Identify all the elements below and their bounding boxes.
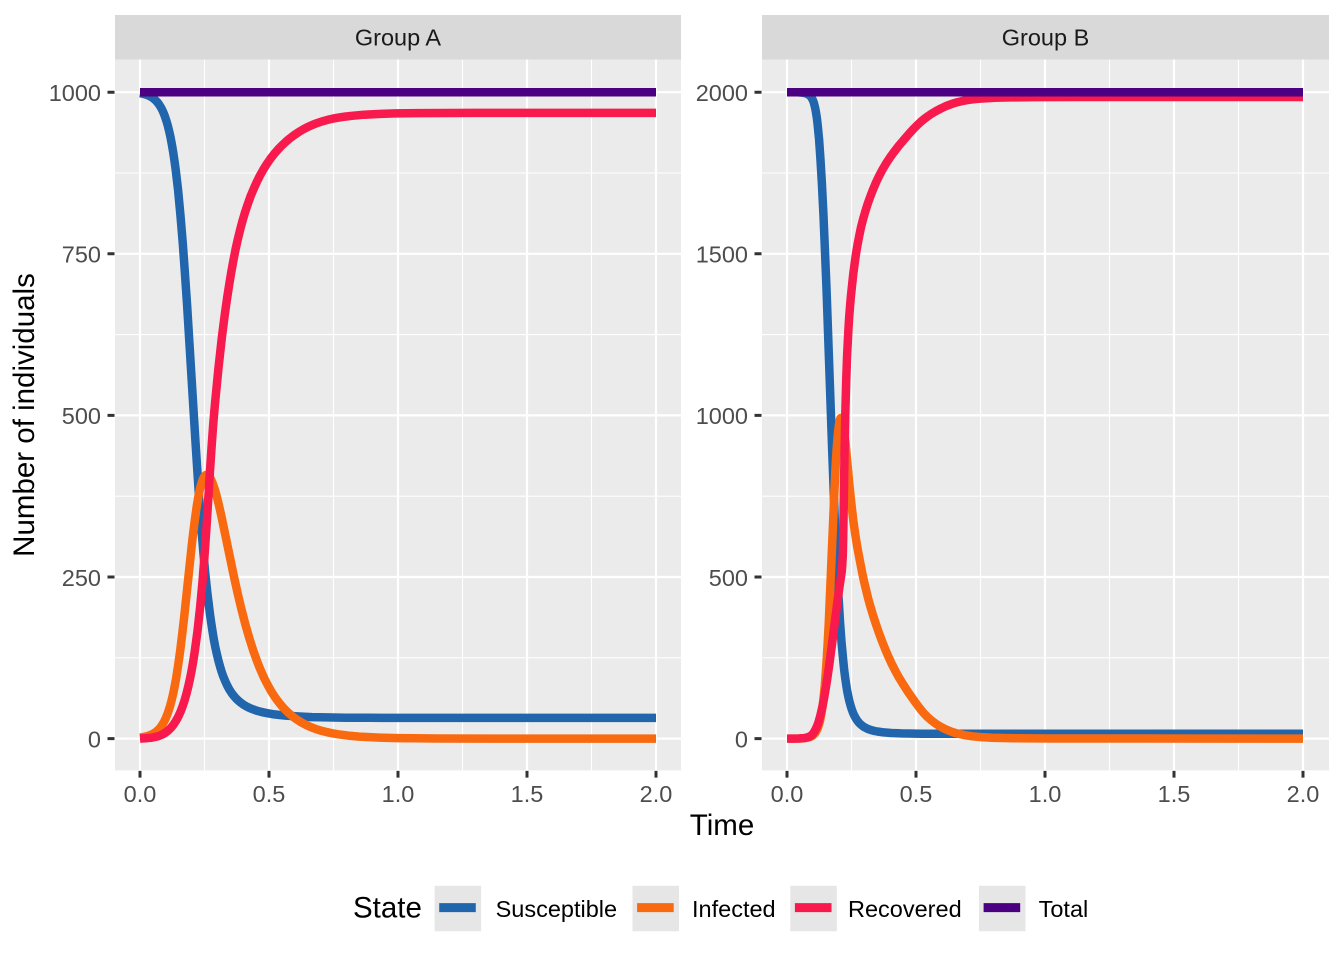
svg-text:0: 0 [88,726,101,752]
svg-text:750: 750 [62,242,101,268]
svg-text:Number of individuals: Number of individuals [8,273,41,557]
svg-text:State: State [353,892,422,925]
svg-text:Infected: Infected [692,896,776,922]
svg-text:0.5: 0.5 [900,781,933,807]
svg-text:1.0: 1.0 [382,781,415,807]
svg-text:Group B: Group B [1002,25,1090,51]
svg-text:Recovered: Recovered [848,896,962,922]
svg-text:1000: 1000 [49,80,101,106]
svg-text:250: 250 [62,565,101,591]
svg-text:1.5: 1.5 [1158,781,1191,807]
svg-text:1.0: 1.0 [1029,781,1062,807]
svg-text:0.5: 0.5 [253,781,286,807]
svg-text:Group A: Group A [355,25,442,51]
svg-text:Total: Total [1039,896,1089,922]
svg-text:0.0: 0.0 [124,781,157,807]
svg-text:2.0: 2.0 [1287,781,1320,807]
svg-text:0.0: 0.0 [771,781,804,807]
svg-text:2.0: 2.0 [640,781,673,807]
svg-text:2000: 2000 [696,80,748,106]
svg-text:1000: 1000 [696,403,748,429]
svg-text:Time: Time [690,809,754,842]
svg-text:500: 500 [709,565,748,591]
svg-text:Susceptible: Susceptible [496,896,617,922]
svg-text:500: 500 [62,403,101,429]
svg-text:1.5: 1.5 [511,781,544,807]
svg-text:1500: 1500 [696,242,748,268]
svg-text:0: 0 [735,726,748,752]
